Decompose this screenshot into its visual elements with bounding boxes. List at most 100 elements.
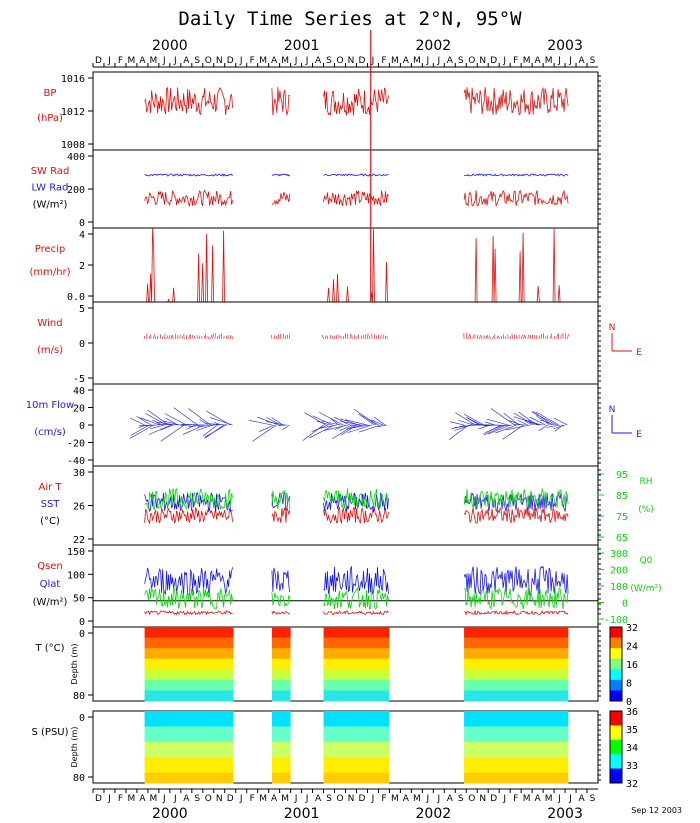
vector-stick (216, 335, 219, 339)
contour-band (271, 658, 291, 665)
right-tick-label: 300 (610, 549, 628, 560)
top-month-label: S (590, 56, 596, 66)
contour-band (271, 731, 291, 738)
contour-band (464, 767, 569, 774)
top-month-label: F (381, 56, 386, 66)
contour-band (464, 627, 569, 633)
vector-stick (531, 334, 534, 339)
series-rh-line (271, 489, 291, 510)
right-tick-label: 95 (616, 470, 628, 481)
y-tick-label: 20 (73, 404, 85, 415)
bottom-month-label: O (336, 794, 343, 804)
vector-stick (556, 334, 559, 339)
vector-stick (282, 424, 290, 431)
vector-stick (346, 424, 370, 430)
contour-band (144, 669, 234, 676)
vector-stick (449, 424, 469, 440)
vector-stick (266, 421, 286, 426)
contour-band (271, 690, 291, 697)
vector-stick (536, 411, 559, 426)
series-qlat-line (271, 567, 291, 593)
vector-stick (476, 334, 479, 339)
compass-north-label: N (609, 405, 616, 415)
compass-east-label: E (636, 430, 642, 440)
series-q0-line (144, 587, 233, 610)
vector-stick (553, 417, 568, 426)
vector-stick (304, 412, 326, 426)
vector-stick (154, 336, 156, 339)
top-month-label: O (205, 56, 212, 66)
y-tick-label: 0 (79, 421, 85, 432)
contour-band (144, 648, 234, 654)
top-month-label: S (194, 56, 200, 66)
top-month-label: N (216, 56, 223, 66)
vector-stick (511, 333, 513, 339)
contour-band (271, 772, 291, 779)
y-tick-label: 0.0 (67, 292, 85, 303)
vector-stick (347, 424, 373, 433)
series-sw-rad-line (144, 189, 233, 208)
right-axis-title: Q0 (640, 556, 653, 566)
vector-stick (334, 417, 351, 426)
vector-stick (209, 417, 233, 426)
vector-stick (492, 336, 494, 339)
vector-stick (316, 420, 331, 426)
bottom-month-label: M (128, 794, 136, 804)
top-month-label: M (281, 56, 289, 66)
vector-stick (193, 335, 196, 339)
vector-stick (319, 412, 344, 426)
bottom-month-label: A (447, 794, 454, 804)
vector-stick (368, 335, 371, 339)
y-tick-label: 22 (73, 535, 85, 546)
bottom-month-label: F (118, 794, 123, 804)
colorbar-tick-label: 36 (626, 707, 638, 718)
panel-bp (88, 71, 601, 151)
panel-tsub (88, 626, 623, 702)
colorbar-swatch (610, 739, 622, 755)
contour-band (271, 695, 291, 702)
vector-stick (550, 333, 553, 339)
vector-stick (483, 335, 485, 339)
contour-band (323, 648, 390, 654)
top-month-label: F (250, 56, 255, 66)
y-tick-label: 5 (79, 304, 85, 315)
vector-stick (284, 335, 287, 339)
series-qsen-line (464, 609, 569, 616)
bottom-month-label: J (294, 794, 298, 804)
top-month-label: S (326, 56, 332, 66)
vector-stick (339, 424, 353, 431)
y-tick-label: 0 (79, 629, 85, 640)
contour-band (271, 674, 291, 681)
y-tick-label: 400 (67, 152, 85, 163)
top-month-label: A (183, 56, 190, 66)
top-month-label: J (557, 56, 561, 66)
vector-stick (463, 413, 485, 426)
vector-stick (138, 424, 158, 427)
panel-label: (W/m²) (33, 597, 68, 608)
y-tick-label: 1016 (61, 74, 85, 85)
vector-stick (188, 334, 191, 339)
y-tick-label: 150 (67, 547, 85, 558)
contour-band (144, 679, 234, 686)
top-month-label: A (578, 56, 585, 66)
contour-band (464, 711, 569, 717)
contour-band (464, 757, 569, 763)
vector-stick (276, 335, 278, 339)
vector-stick (483, 424, 506, 436)
bottom-year-label: 2003 (547, 806, 583, 822)
colorbar-tick-label: 0 (626, 697, 632, 708)
compass-east-label: E (636, 348, 642, 358)
y-tick-label: 50 (73, 594, 85, 605)
vector-stick (466, 417, 482, 426)
contour-band (464, 690, 569, 697)
vector-stick (538, 424, 548, 432)
vector-stick (513, 416, 539, 426)
colorbar-swatch (610, 679, 622, 691)
panel-label: (cm/s) (34, 427, 66, 438)
vector-stick (490, 408, 515, 426)
contour-band (323, 664, 390, 670)
vector-stick (271, 417, 284, 426)
vector-stick (150, 334, 152, 339)
vector-stick (531, 411, 557, 426)
contour-band (464, 632, 569, 639)
